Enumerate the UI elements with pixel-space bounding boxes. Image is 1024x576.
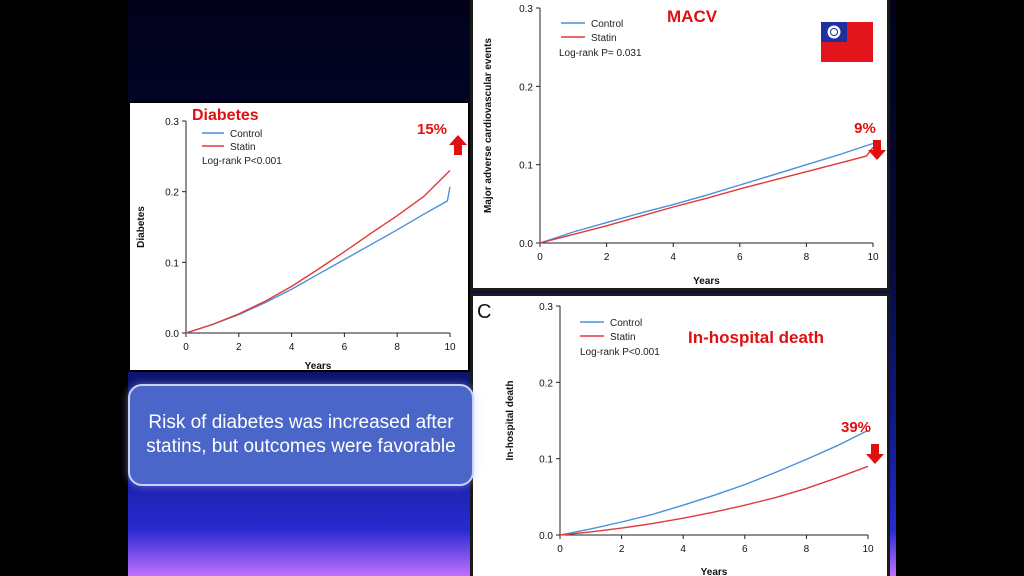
diabetes-x-tick-label: 10: [444, 342, 456, 353]
death-y-axis-label: In-hospital death: [505, 381, 516, 461]
macv-y-axis-label: Major adverse cardiovascular events: [483, 38, 494, 214]
diabetes-y-axis-label: Diabetes: [136, 206, 147, 248]
diabetes-change-label: 15%: [417, 121, 447, 138]
macv-y-tick-label: 0.1: [519, 161, 533, 172]
diabetes-x-tick-label: 0: [183, 342, 189, 353]
taiwan-flag-icon: [821, 22, 873, 62]
macv-x-tick-label: 0: [537, 252, 543, 263]
diabetes-y-tick-label: 0.2: [165, 188, 179, 199]
diabetes-y-tick-label: 0.0: [165, 329, 179, 340]
macv-log-rank-annotation: Log-rank P= 0.031: [559, 48, 642, 59]
death-down-arrow-icon: [866, 444, 884, 464]
diabetes-chart: 0 2 4 6 8 10 0.0 0.1 0.2 0.3 Years Diabetes Control S…: [136, 107, 467, 370]
death-y-tick-label: 0.3: [539, 302, 553, 313]
death-y-tick-label: 0.2: [539, 378, 553, 389]
macv-y-tick-label: 0.0: [519, 239, 533, 250]
diabetes-chart-panel: 0 2 4 6 8 10 0.0 0.1 0.2 0.3 Years Diabetes Control S…: [128, 101, 470, 372]
death-x-tick-label: 0: [557, 544, 563, 555]
diabetes-series-control-line: [185, 186, 451, 334]
diabetes-x-tick-label: 2: [236, 342, 242, 353]
death-x-tick-label: 4: [680, 544, 686, 555]
diabetes-legend-label: Statin: [230, 142, 256, 153]
death-x-axis-label: Years: [701, 567, 728, 576]
diabetes-legend-label: Control: [230, 129, 262, 140]
death-x-tick-label: 2: [619, 544, 625, 555]
macv-x-tick-label: 6: [737, 252, 743, 263]
diabetes-y-tick-label: 0.1: [165, 258, 179, 269]
diabetes-x-tick-label: 8: [394, 342, 400, 353]
death-y-tick-label: 0.1: [539, 455, 553, 466]
macv-y-tick-label: 0.2: [519, 82, 533, 93]
macv-chart: 0 2 4 6 8 10 0.0 0.1 0.2 0.3 Years Major adverse ca…: [483, 4, 886, 287]
death-series-statin-line: [559, 465, 869, 536]
summary-callout: Risk of diabetes was increased after sta…: [128, 384, 474, 486]
macv-chart-panel: 0 2 4 6 8 10 0.0 0.1 0.2 0.3 Years Major adverse ca…: [470, 0, 890, 291]
death-x-tick-label: 6: [742, 544, 748, 555]
macv-down-arrow-icon: [868, 140, 886, 160]
diabetes-x-axis-label: Years: [305, 361, 332, 370]
death-series-control-line: [559, 429, 869, 536]
death-chart-title: In-hospital death: [688, 328, 824, 347]
macv-legend-label: Control: [591, 19, 623, 30]
death-legend-label: Statin: [610, 332, 636, 343]
macv-x-tick-label: 8: [804, 252, 810, 263]
macv-x-tick-label: 2: [604, 252, 610, 263]
diabetes-y-tick-label: 0.3: [165, 117, 179, 128]
death-legend-label: Control: [610, 318, 642, 329]
macv-x-tick-label: 10: [867, 252, 879, 263]
macv-x-axis-label: Years: [693, 276, 720, 287]
flag-sun-core: [831, 29, 837, 35]
macv-x-tick-label: 4: [670, 252, 676, 263]
macv-series-control-line: [539, 142, 874, 244]
in-hospital-death-chart: 0 2 4 6 8 10 0.0 0.1 0.2 0.3 Years In-hospital deat…: [477, 301, 884, 576]
macv-chart-title: MACV: [667, 7, 718, 26]
death-x-tick-label: 8: [804, 544, 810, 555]
macv-legend-label: Statin: [591, 33, 617, 44]
diabetes-log-rank-annotation: Log-rank P<0.001: [202, 156, 282, 167]
death-y-tick-label: 0.0: [539, 531, 553, 542]
diabetes-up-arrow-icon: [449, 135, 467, 155]
death-panel-label: C: [477, 301, 491, 323]
diabetes-x-tick-label: 4: [289, 342, 295, 353]
diabetes-chart-title: Diabetes: [192, 107, 259, 124]
death-x-tick-label: 10: [862, 544, 874, 555]
in-hospital-death-chart-panel: 0 2 4 6 8 10 0.0 0.1 0.2 0.3 Years In-hospital deat…: [470, 293, 890, 576]
death-log-rank-annotation: Log-rank P<0.001: [580, 347, 660, 358]
macv-series-statin-line: [539, 146, 874, 244]
diabetes-x-tick-label: 6: [342, 342, 348, 353]
macv-change-label: 9%: [854, 120, 876, 137]
diabetes-series-statin-line: [185, 170, 451, 334]
death-change-label: 39%: [841, 419, 871, 436]
macv-y-tick-label: 0.3: [519, 4, 533, 15]
